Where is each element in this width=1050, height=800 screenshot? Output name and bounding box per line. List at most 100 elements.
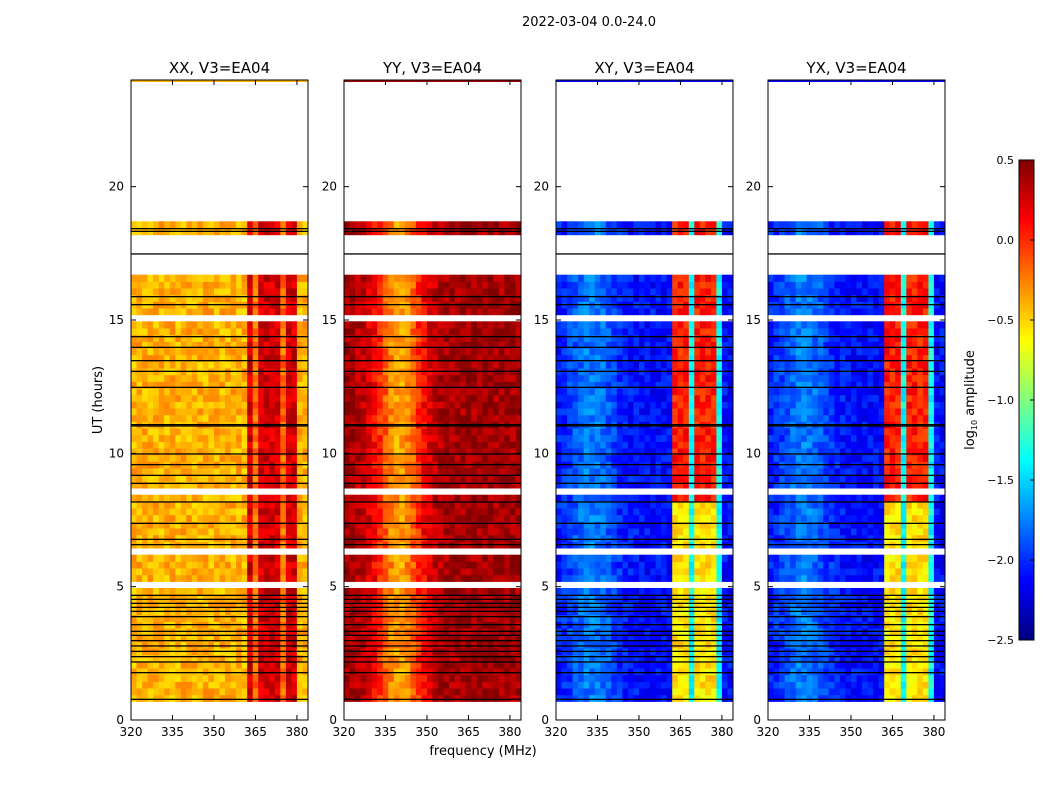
heatmap-cell	[504, 361, 511, 369]
heatmap-cell	[393, 568, 400, 576]
heatmap-cell	[241, 521, 248, 529]
heatmap-cell	[169, 448, 176, 456]
heatmap-cell	[482, 274, 489, 282]
heatmap-cell	[360, 668, 367, 676]
heatmap-cell	[421, 354, 428, 362]
heatmap-cell	[230, 354, 237, 362]
heatmap-cell	[225, 374, 231, 382]
heatmap-cell	[344, 681, 350, 689]
heatmap-cell	[476, 674, 483, 682]
heatmap-cell	[280, 288, 287, 296]
heatmap-cell	[460, 381, 467, 389]
heatmap-cell	[432, 308, 439, 316]
heatmap-cell	[393, 334, 400, 342]
heatmap-cell	[252, 348, 259, 356]
heatmap-cell	[460, 668, 467, 676]
heatmap-cell	[476, 601, 483, 609]
heatmap-cell	[415, 468, 422, 476]
heatmap-cell	[371, 494, 378, 502]
heatmap-cell	[666, 514, 673, 522]
heatmap-cell	[432, 274, 439, 282]
heatmap-cell	[482, 341, 489, 349]
heatmap-cell	[382, 288, 389, 296]
heatmap-cell	[147, 281, 154, 289]
heatmap-cell	[202, 334, 209, 342]
heatmap-cell	[404, 521, 411, 529]
heatmap-cell	[415, 408, 422, 416]
heatmap-cell	[147, 481, 154, 489]
heatmap-cell	[449, 481, 456, 489]
flag-line	[344, 610, 521, 612]
heatmap-cell	[371, 641, 378, 649]
heatmap-cell	[258, 688, 265, 696]
heatmap-cell	[572, 694, 579, 702]
heatmap-cell	[371, 468, 378, 476]
heatmap-cell	[578, 521, 585, 529]
heatmap-cell	[142, 481, 149, 489]
heatmap-cell	[382, 434, 389, 442]
y-tick-label: 0	[116, 713, 124, 727]
heatmap-cell	[509, 361, 516, 369]
heatmap-cell	[344, 401, 350, 409]
heatmap-cell	[655, 534, 662, 542]
heatmap-cell	[449, 641, 456, 649]
heatmap-cell	[371, 381, 378, 389]
heatmap-cell	[627, 521, 634, 529]
heatmap-cell	[393, 528, 400, 536]
heatmap-cell	[269, 501, 276, 509]
heatmap-cell	[388, 654, 395, 662]
heatmap-cell	[252, 501, 259, 509]
heatmap-cell	[252, 328, 259, 336]
heatmap-cell	[415, 514, 422, 522]
heatmap-cell	[230, 414, 237, 422]
heatmap-cell	[482, 414, 489, 422]
heatmap-cell	[705, 568, 712, 576]
heatmap-cell	[504, 341, 511, 349]
heatmap-cell	[258, 681, 265, 689]
heatmap-cell	[169, 321, 176, 329]
heatmap-cell	[153, 668, 160, 676]
heatmap-cell	[393, 474, 400, 482]
heatmap-cell	[421, 594, 428, 602]
heatmap-cell	[355, 561, 362, 569]
heatmap-cell	[269, 354, 276, 362]
heatmap-cell	[355, 534, 362, 542]
heatmap-cell	[142, 394, 149, 402]
heatmap-cell	[583, 674, 590, 682]
heatmap-cell	[644, 588, 651, 596]
heatmap-cell	[421, 521, 428, 529]
heatmap-cell	[410, 321, 417, 329]
heatmap-cell	[136, 381, 143, 389]
y-axis-label: UT (hours)	[91, 366, 106, 434]
flag-line	[131, 228, 308, 230]
heatmap-cell	[594, 614, 601, 622]
heatmap-cell	[258, 428, 265, 436]
heatmap-cell	[404, 568, 411, 576]
heatmap-cell	[421, 554, 428, 562]
heatmap-cell	[677, 534, 684, 542]
heatmap-cell	[263, 348, 270, 356]
heatmap-cell	[180, 681, 187, 689]
heatmap-cell	[360, 408, 367, 416]
heatmap-cell	[169, 694, 176, 702]
heatmap-cell	[594, 668, 601, 676]
heatmap-cell	[393, 321, 400, 329]
heatmap-cell	[622, 674, 629, 682]
heatmap-cell	[482, 588, 489, 596]
heatmap-cell	[147, 374, 154, 382]
heatmap-cell	[225, 634, 231, 642]
heatmap-cell	[197, 641, 204, 649]
heatmap-cell	[465, 274, 472, 282]
heatmap-cell	[291, 674, 298, 682]
heatmap-cell	[147, 694, 154, 702]
heatmap-cell	[219, 388, 226, 396]
heatmap-cell	[482, 221, 489, 229]
heatmap-cell	[633, 588, 640, 596]
heatmap-cell	[230, 308, 237, 316]
heatmap-cell	[360, 434, 367, 442]
heatmap-cell	[366, 614, 373, 622]
heatmap-cell	[589, 634, 596, 642]
heatmap-cell	[164, 514, 171, 522]
heatmap-cell	[578, 574, 585, 582]
heatmap-cell	[274, 468, 281, 476]
